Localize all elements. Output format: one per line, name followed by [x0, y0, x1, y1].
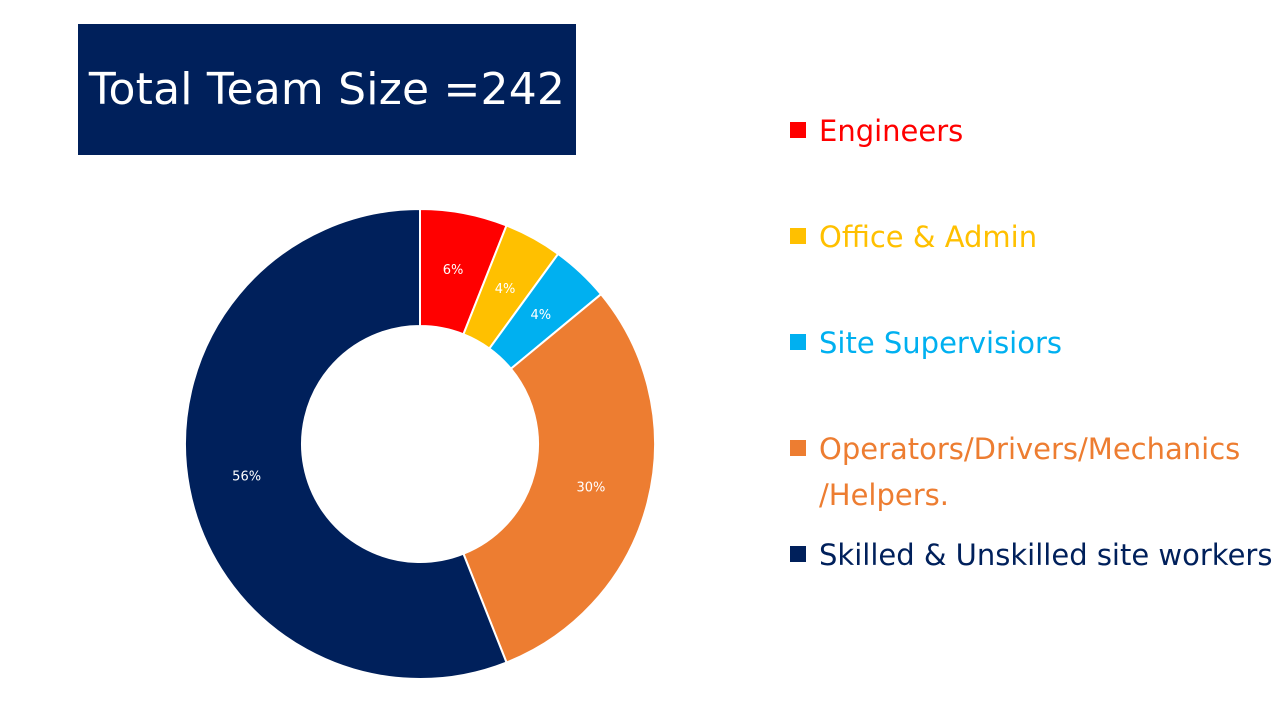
- legend-item-site-supervisors: Site Supervisiors: [790, 320, 1279, 366]
- data-label-office-admin: 4%: [495, 282, 516, 297]
- slice-site-workers: [183, 207, 508, 680]
- legend-swatch-site-workers: [790, 546, 806, 562]
- legend-swatch-site-supervisors: [790, 334, 806, 350]
- data-label-operators: 30%: [577, 480, 606, 495]
- data-label-engineers: 6%: [443, 263, 464, 278]
- legend-item-operators: Operators/Drivers/Mechanics /Helpers.: [790, 426, 1279, 518]
- legend-label-office-admin: Office & Admin: [819, 220, 1038, 254]
- legend-item-site-workers: Skilled & Unskilled site workers: [790, 532, 1279, 578]
- legend-label-operators: Operators/Drivers/Mechanics /Helpers.: [819, 432, 1241, 512]
- legend-swatch-operators: [790, 440, 806, 456]
- data-label-site-supervisors: 4%: [531, 308, 552, 323]
- legend-swatch-office-admin: [790, 228, 806, 244]
- legend-label-site-supervisors: Site Supervisiors: [819, 326, 1063, 360]
- title-banner: Total Team Size =242: [78, 24, 576, 155]
- slide-title: Total Team Size =242: [88, 64, 566, 115]
- legend-label-engineers: Engineers: [819, 114, 964, 148]
- legend-item-engineers: Engineers: [790, 108, 1279, 154]
- data-label-site-workers: 56%: [232, 470, 261, 485]
- legend-swatch-engineers: [790, 122, 806, 138]
- slice-operators: [462, 292, 656, 664]
- legend-label-site-workers: Skilled & Unskilled site workers: [819, 538, 1273, 572]
- donut-chart: 6% 4% 4% 30% 56%: [183, 207, 656, 680]
- legend-item-office-admin: Office & Admin: [790, 214, 1279, 260]
